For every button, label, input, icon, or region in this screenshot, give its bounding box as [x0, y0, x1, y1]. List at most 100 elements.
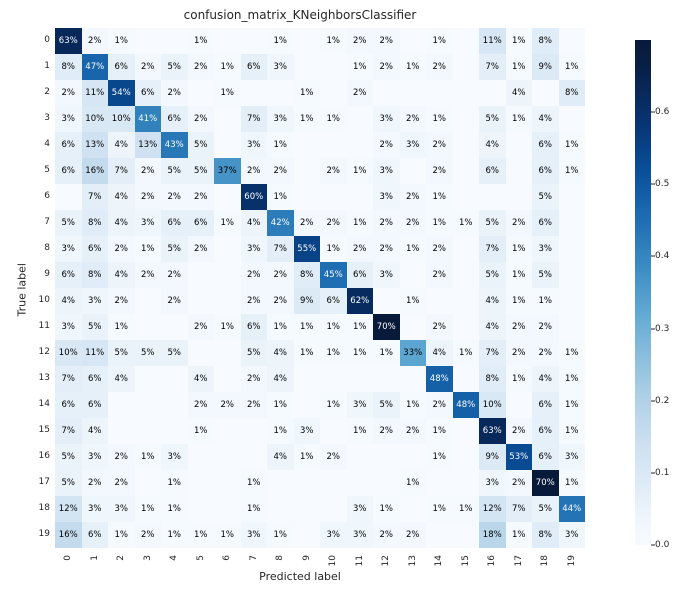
x-tick-label: 15: [461, 555, 471, 571]
heatmap-cell: 1%: [506, 522, 533, 548]
heatmap-cell: 1%: [241, 470, 268, 496]
heatmap-cell: 1%: [426, 28, 453, 54]
heatmap-cell: 2%: [55, 80, 82, 106]
x-axis-label: Predicted label: [0, 570, 600, 583]
heatmap-cell: 2%: [294, 210, 321, 236]
heatmap-cell: 1%: [426, 444, 453, 470]
heatmap-cell: [347, 106, 374, 132]
heatmap-cell: [559, 236, 586, 262]
heatmap-cell: 1%: [559, 132, 586, 158]
heatmap-cell: [320, 366, 347, 392]
heatmap: 63%2%1%1%1%1%2%2%1%11%1%8%8%47%6%2%5%2%1…: [55, 28, 585, 548]
heatmap-cell: 2%: [267, 158, 294, 184]
heatmap-cell: [241, 418, 268, 444]
heatmap-cell: 6%: [532, 210, 559, 236]
heatmap-cell: 6%: [532, 392, 559, 418]
heatmap-cell: 5%: [55, 470, 82, 496]
heatmap-cell: 60%: [241, 184, 268, 210]
heatmap-cell: 55%: [294, 236, 321, 262]
heatmap-cell: 53%: [506, 444, 533, 470]
heatmap-cell: 2%: [373, 54, 400, 80]
heatmap-cell: 63%: [479, 418, 506, 444]
heatmap-cell: 12%: [479, 496, 506, 522]
heatmap-cell: 54%: [108, 80, 135, 106]
heatmap-cell: [267, 470, 294, 496]
heatmap-cell: 3%: [82, 288, 109, 314]
heatmap-cell: 2%: [373, 210, 400, 236]
heatmap-cell: 2%: [506, 418, 533, 444]
heatmap-cell: 4%: [267, 366, 294, 392]
heatmap-cell: 1%: [506, 106, 533, 132]
heatmap-cell: 1%: [347, 210, 374, 236]
heatmap-cell: 1%: [214, 314, 241, 340]
heatmap-cell: 16%: [55, 522, 82, 548]
heatmap-cell: 1%: [559, 392, 586, 418]
heatmap-cell: 3%: [55, 106, 82, 132]
y-tick-label: 3: [30, 113, 50, 123]
heatmap-cell: 2%: [161, 80, 188, 106]
heatmap-cell: 1%: [320, 392, 347, 418]
heatmap-cell: 7%: [479, 236, 506, 262]
heatmap-cell: 1%: [506, 236, 533, 262]
heatmap-cell: 13%: [82, 132, 109, 158]
x-tick-label: 18: [540, 555, 550, 571]
x-tick-label: 10: [328, 555, 338, 571]
heatmap-cell: 10%: [82, 106, 109, 132]
heatmap-cell: [559, 106, 586, 132]
x-tick-label: 6: [222, 555, 232, 571]
heatmap-cell: [453, 132, 480, 158]
heatmap-cell: 7%: [479, 340, 506, 366]
heatmap-cell: 11%: [82, 80, 109, 106]
heatmap-cell: [214, 106, 241, 132]
heatmap-cell: 6%: [320, 288, 347, 314]
heatmap-cell: [426, 288, 453, 314]
heatmap-cell: 4%: [108, 262, 135, 288]
y-tick-label: 8: [30, 243, 50, 253]
y-tick-label: 2: [30, 87, 50, 97]
y-tick-label: 19: [30, 529, 50, 539]
heatmap-cell: [294, 54, 321, 80]
heatmap-cell: 2%: [82, 470, 109, 496]
heatmap-cell: 6%: [82, 392, 109, 418]
heatmap-cell: 62%: [347, 288, 374, 314]
heatmap-cell: [347, 132, 374, 158]
heatmap-cell: 2%: [188, 54, 215, 80]
heatmap-cell: 1%: [506, 288, 533, 314]
heatmap-cell: 1%: [267, 184, 294, 210]
heatmap-cell: 42%: [267, 210, 294, 236]
heatmap-cell: [400, 496, 427, 522]
heatmap-cell: 4%: [426, 340, 453, 366]
colorbar-tick-label: 0.2: [655, 396, 669, 406]
heatmap-cell: 9%: [532, 54, 559, 80]
y-tick-label: 12: [30, 347, 50, 357]
heatmap-cell: 2%: [135, 54, 162, 80]
heatmap-cell: [559, 314, 586, 340]
heatmap-cell: [400, 80, 427, 106]
heatmap-cell: 7%: [241, 106, 268, 132]
heatmap-cell: [188, 444, 215, 470]
heatmap-cell: 16%: [82, 158, 109, 184]
heatmap-cell: 2%: [347, 28, 374, 54]
heatmap-cell: 2%: [426, 392, 453, 418]
heatmap-cell: 11%: [82, 340, 109, 366]
heatmap-cell: 1%: [214, 522, 241, 548]
heatmap-cell: 3%: [373, 106, 400, 132]
heatmap-cell: 3%: [347, 496, 374, 522]
heatmap-cell: 8%: [532, 522, 559, 548]
heatmap-cell: 2%: [426, 236, 453, 262]
heatmap-cell: 5%: [82, 314, 109, 340]
colorbar-tick-label: 0.6: [655, 107, 669, 117]
heatmap-cell: 5%: [532, 496, 559, 522]
heatmap-cell: 1%: [135, 444, 162, 470]
heatmap-cell: 2%: [241, 288, 268, 314]
heatmap-cell: 4%: [532, 366, 559, 392]
heatmap-cell: [161, 418, 188, 444]
heatmap-cell: 1%: [267, 418, 294, 444]
heatmap-cell: 45%: [320, 262, 347, 288]
heatmap-cell: [214, 444, 241, 470]
heatmap-cell: 1%: [267, 392, 294, 418]
heatmap-cell: [426, 470, 453, 496]
heatmap-cell: [135, 288, 162, 314]
heatmap-cell: 2%: [108, 444, 135, 470]
y-tick-label: 14: [30, 399, 50, 409]
